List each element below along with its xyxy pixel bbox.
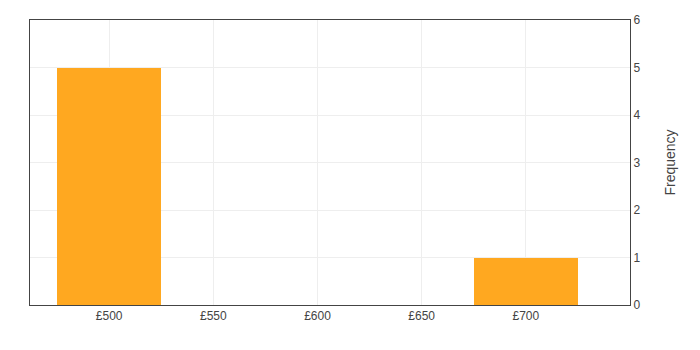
svg-text:£600: £600 xyxy=(304,309,331,323)
svg-text:£700: £700 xyxy=(512,309,539,323)
svg-text:1: 1 xyxy=(633,251,640,265)
svg-text:Frequency: Frequency xyxy=(662,129,678,195)
svg-text:0: 0 xyxy=(633,298,640,312)
svg-text:6: 6 xyxy=(633,13,640,27)
svg-text:£500: £500 xyxy=(96,309,123,323)
svg-text:5: 5 xyxy=(633,61,640,75)
svg-text:2: 2 xyxy=(633,203,640,217)
svg-text:£550: £550 xyxy=(200,309,227,323)
svg-text:£650: £650 xyxy=(408,309,435,323)
svg-text:3: 3 xyxy=(633,156,640,170)
svg-text:4: 4 xyxy=(633,108,640,122)
